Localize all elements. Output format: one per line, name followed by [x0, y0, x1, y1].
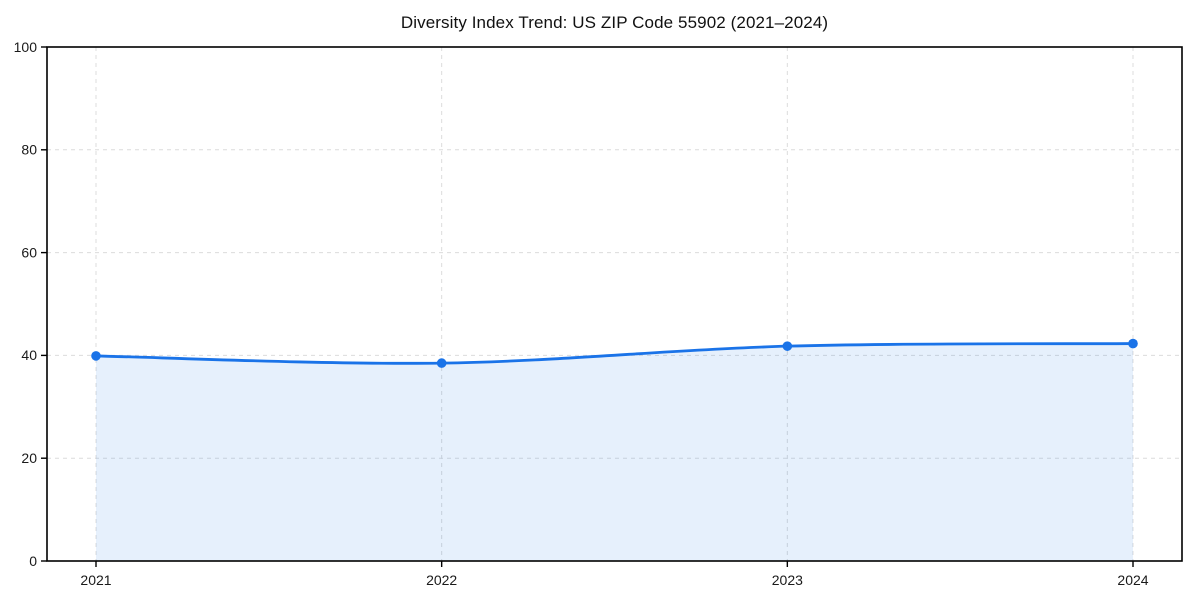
chart-title: Diversity Index Trend: US ZIP Code 55902… — [400, 13, 829, 32]
data-point-2022 — [436, 358, 447, 368]
y-tick-label-40: 40 — [21, 347, 37, 363]
data-point-2023 — [782, 341, 793, 351]
x-tick-label-2022: 2022 — [426, 572, 457, 588]
y-tick-label-60: 60 — [21, 244, 37, 260]
x-tick-label-2023: 2023 — [772, 572, 803, 588]
x-tick-label-2021: 2021 — [80, 572, 111, 588]
y-tick-label-20: 20 — [21, 450, 37, 466]
y-tick-label-100: 100 — [14, 39, 38, 55]
area-fill — [96, 343, 1133, 561]
data-point-2021 — [91, 351, 101, 361]
x-tick-label-2024: 2024 — [1117, 572, 1148, 588]
data-point-2024 — [1128, 338, 1138, 349]
y-tick-label-80: 80 — [21, 142, 37, 158]
axes-spines — [46, 46, 1183, 562]
trend-line — [94, 342, 1135, 365]
y-tick-label-0: 0 — [29, 553, 37, 569]
